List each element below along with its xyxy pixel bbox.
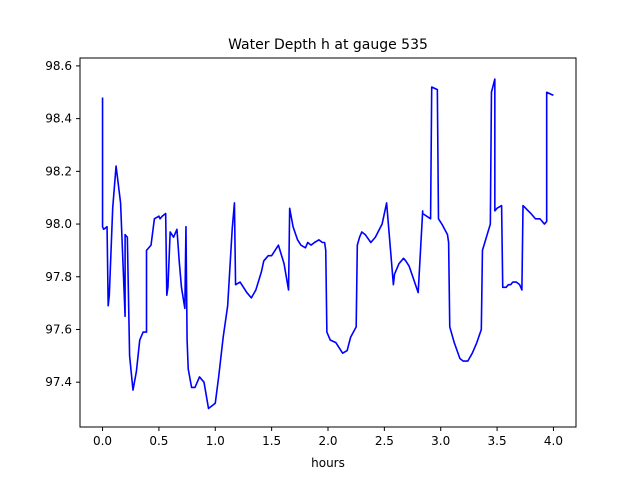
x-tick-label: 0.0	[93, 434, 112, 448]
y-tick-label: 98.4	[45, 112, 72, 126]
x-tick-label: 3.0	[431, 434, 450, 448]
x-axis-label: hours	[311, 456, 345, 470]
x-tick-label: 2.5	[375, 434, 394, 448]
series-line-0	[101, 78, 554, 410]
x-tick-label: 1.0	[206, 434, 225, 448]
x-tick-label: 4.0	[544, 434, 563, 448]
y-tick-label: 97.8	[45, 270, 72, 284]
y-tick-label: 98.6	[45, 59, 72, 73]
y-tick-label: 97.6	[45, 322, 72, 336]
y-tick-label: 98.0	[45, 217, 72, 231]
y-axis: 97.4 97.6 97.8 98.0 98.2 98.4 98.6	[45, 59, 80, 389]
x-tick-label: 2.0	[318, 434, 337, 448]
x-axis: 0.0 0.5 1.0 1.5 2.0 2.5 3.0 3.5 4.0	[93, 427, 563, 448]
x-tick-label: 0.5	[149, 434, 168, 448]
y-tick-label: 98.2	[45, 164, 72, 178]
x-tick-label: 1.5	[262, 434, 281, 448]
chart-title: Water Depth h at gauge 535	[228, 37, 428, 53]
y-tick-label: 97.4	[45, 375, 72, 389]
x-tick-label: 3.5	[488, 434, 507, 448]
